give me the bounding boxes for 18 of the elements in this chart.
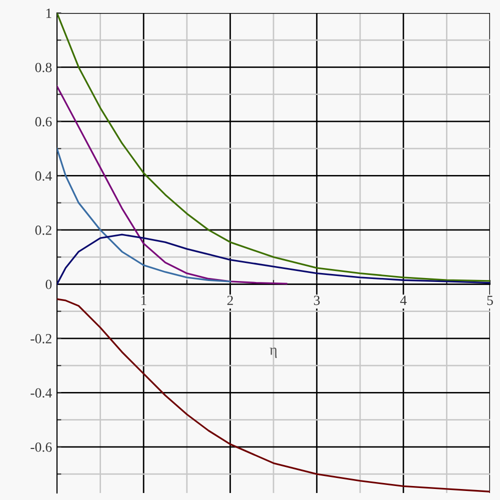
x-tick-label: 1 <box>141 296 146 305</box>
y-tick-label: 0 <box>46 280 52 290</box>
x-tick-label: 2 <box>227 296 233 305</box>
y-tick-label: 0.4 <box>35 171 52 181</box>
line-series <box>57 85 288 284</box>
y-tick-label: -0.2 <box>30 334 52 344</box>
y-tick-label: 0.6 <box>35 117 52 126</box>
x-axis-title: η <box>270 348 277 358</box>
line-series <box>57 234 490 286</box>
y-tick-label: 0.2 <box>35 226 52 235</box>
x-tick-label: 3 <box>314 296 320 306</box>
y-tick-label: -0.6 <box>30 442 52 452</box>
y-tick-label: -0.4 <box>30 388 52 398</box>
y-tick-label: 1 <box>46 8 52 18</box>
y-tick-label: 0.8 <box>35 62 52 72</box>
x-tick-label: 5 <box>487 296 493 306</box>
x-tick-label: 4 <box>400 296 407 305</box>
line-series <box>57 148 232 282</box>
